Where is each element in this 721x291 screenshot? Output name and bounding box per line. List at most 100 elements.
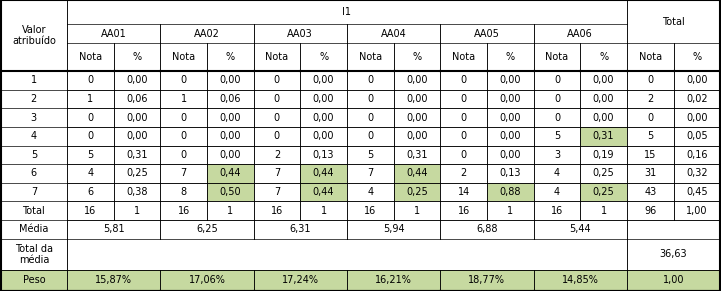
Text: 16: 16	[271, 206, 283, 216]
Text: 6,25: 6,25	[196, 224, 218, 234]
Text: Nota: Nota	[79, 52, 102, 62]
Text: 0: 0	[461, 150, 466, 160]
Text: AA05: AA05	[474, 29, 500, 39]
Text: 1,00: 1,00	[686, 206, 708, 216]
Text: 1: 1	[227, 206, 234, 216]
Text: 1: 1	[414, 206, 420, 216]
Text: 0,00: 0,00	[126, 113, 148, 123]
Text: I1: I1	[342, 7, 351, 17]
Text: 0,00: 0,00	[406, 94, 428, 104]
Text: 0,25: 0,25	[593, 187, 614, 197]
Text: 6: 6	[87, 187, 93, 197]
Text: Nota: Nota	[545, 52, 568, 62]
Text: 1: 1	[321, 206, 327, 216]
Text: 1: 1	[601, 206, 606, 216]
Text: AA01: AA01	[101, 29, 126, 39]
Text: %: %	[412, 52, 422, 62]
Text: 0,05: 0,05	[686, 131, 708, 141]
Text: 18,77%: 18,77%	[469, 276, 505, 285]
Text: 2: 2	[647, 94, 653, 104]
Text: 7: 7	[274, 168, 280, 178]
Text: 0,88: 0,88	[500, 187, 521, 197]
Text: 5: 5	[367, 150, 373, 160]
Text: 7: 7	[31, 187, 37, 197]
Text: 7: 7	[274, 187, 280, 197]
Text: 0,31: 0,31	[406, 150, 428, 160]
Text: 0,44: 0,44	[219, 168, 241, 178]
Text: 0,00: 0,00	[406, 113, 428, 123]
Text: Total da
média: Total da média	[15, 244, 53, 265]
Text: 0,00: 0,00	[126, 75, 148, 85]
Text: 0: 0	[647, 113, 653, 123]
Text: 4: 4	[31, 131, 37, 141]
Text: 0,00: 0,00	[593, 94, 614, 104]
Text: 0,00: 0,00	[500, 150, 521, 160]
Text: Nota: Nota	[172, 52, 195, 62]
Text: Total: Total	[662, 17, 685, 27]
Text: 7: 7	[367, 168, 373, 178]
Text: 0: 0	[87, 131, 93, 141]
Text: 0,06: 0,06	[219, 94, 241, 104]
Text: 16: 16	[458, 206, 469, 216]
Text: 0,38: 0,38	[126, 187, 148, 197]
Text: Valor
atribuído: Valor atribuído	[12, 25, 56, 47]
Text: 0: 0	[461, 75, 466, 85]
Text: 0: 0	[367, 131, 373, 141]
Text: 36,63: 36,63	[660, 249, 687, 259]
Text: 0: 0	[554, 75, 560, 85]
Text: %: %	[319, 52, 328, 62]
Text: 0,25: 0,25	[406, 187, 428, 197]
Bar	[1, 270, 720, 291]
Bar	[207, 164, 254, 183]
Text: 4: 4	[87, 168, 93, 178]
Text: 0,45: 0,45	[686, 187, 708, 197]
Text: 16: 16	[551, 206, 563, 216]
Text: 0: 0	[87, 75, 93, 85]
Text: 16: 16	[177, 206, 190, 216]
Text: 5: 5	[31, 150, 37, 160]
Text: Nota: Nota	[265, 52, 288, 62]
Text: 0: 0	[274, 113, 280, 123]
Text: %: %	[505, 52, 515, 62]
Text: 0: 0	[87, 113, 93, 123]
Text: 0: 0	[180, 113, 187, 123]
Bar	[580, 183, 627, 201]
Text: 6: 6	[31, 168, 37, 178]
Text: 17,24%: 17,24%	[282, 276, 319, 285]
Text: 1: 1	[507, 206, 513, 216]
Text: 0,16: 0,16	[686, 150, 708, 160]
Text: 0,50: 0,50	[219, 187, 241, 197]
Text: 1: 1	[87, 94, 93, 104]
Text: 43: 43	[644, 187, 656, 197]
Text: 0: 0	[180, 131, 187, 141]
Text: 0,00: 0,00	[686, 113, 708, 123]
Text: 16,21%: 16,21%	[375, 276, 412, 285]
Text: 8: 8	[180, 187, 187, 197]
Text: 0: 0	[554, 94, 560, 104]
Text: 1: 1	[31, 75, 37, 85]
Text: 0,00: 0,00	[219, 113, 241, 123]
Text: %: %	[692, 52, 702, 62]
Text: 0,00: 0,00	[500, 94, 521, 104]
Text: 0: 0	[180, 75, 187, 85]
Text: Peso: Peso	[22, 276, 45, 285]
Text: 0,25: 0,25	[126, 168, 148, 178]
Text: 0: 0	[367, 94, 373, 104]
Text: 14: 14	[458, 187, 469, 197]
Text: 0: 0	[461, 94, 466, 104]
Text: %: %	[133, 52, 141, 62]
Text: 16: 16	[364, 206, 376, 216]
Text: 0,06: 0,06	[126, 94, 148, 104]
Bar	[300, 183, 347, 201]
Text: 0,44: 0,44	[406, 168, 428, 178]
Text: 1,00: 1,00	[663, 276, 684, 285]
Text: 5,94: 5,94	[383, 224, 404, 234]
Text: 0: 0	[647, 75, 653, 85]
Text: 0: 0	[461, 113, 466, 123]
Text: 0,32: 0,32	[686, 168, 708, 178]
Text: 4: 4	[554, 187, 560, 197]
Text: 0,00: 0,00	[593, 113, 614, 123]
Text: 2: 2	[31, 94, 37, 104]
Text: 0,00: 0,00	[219, 75, 241, 85]
Text: 0,00: 0,00	[219, 150, 241, 160]
